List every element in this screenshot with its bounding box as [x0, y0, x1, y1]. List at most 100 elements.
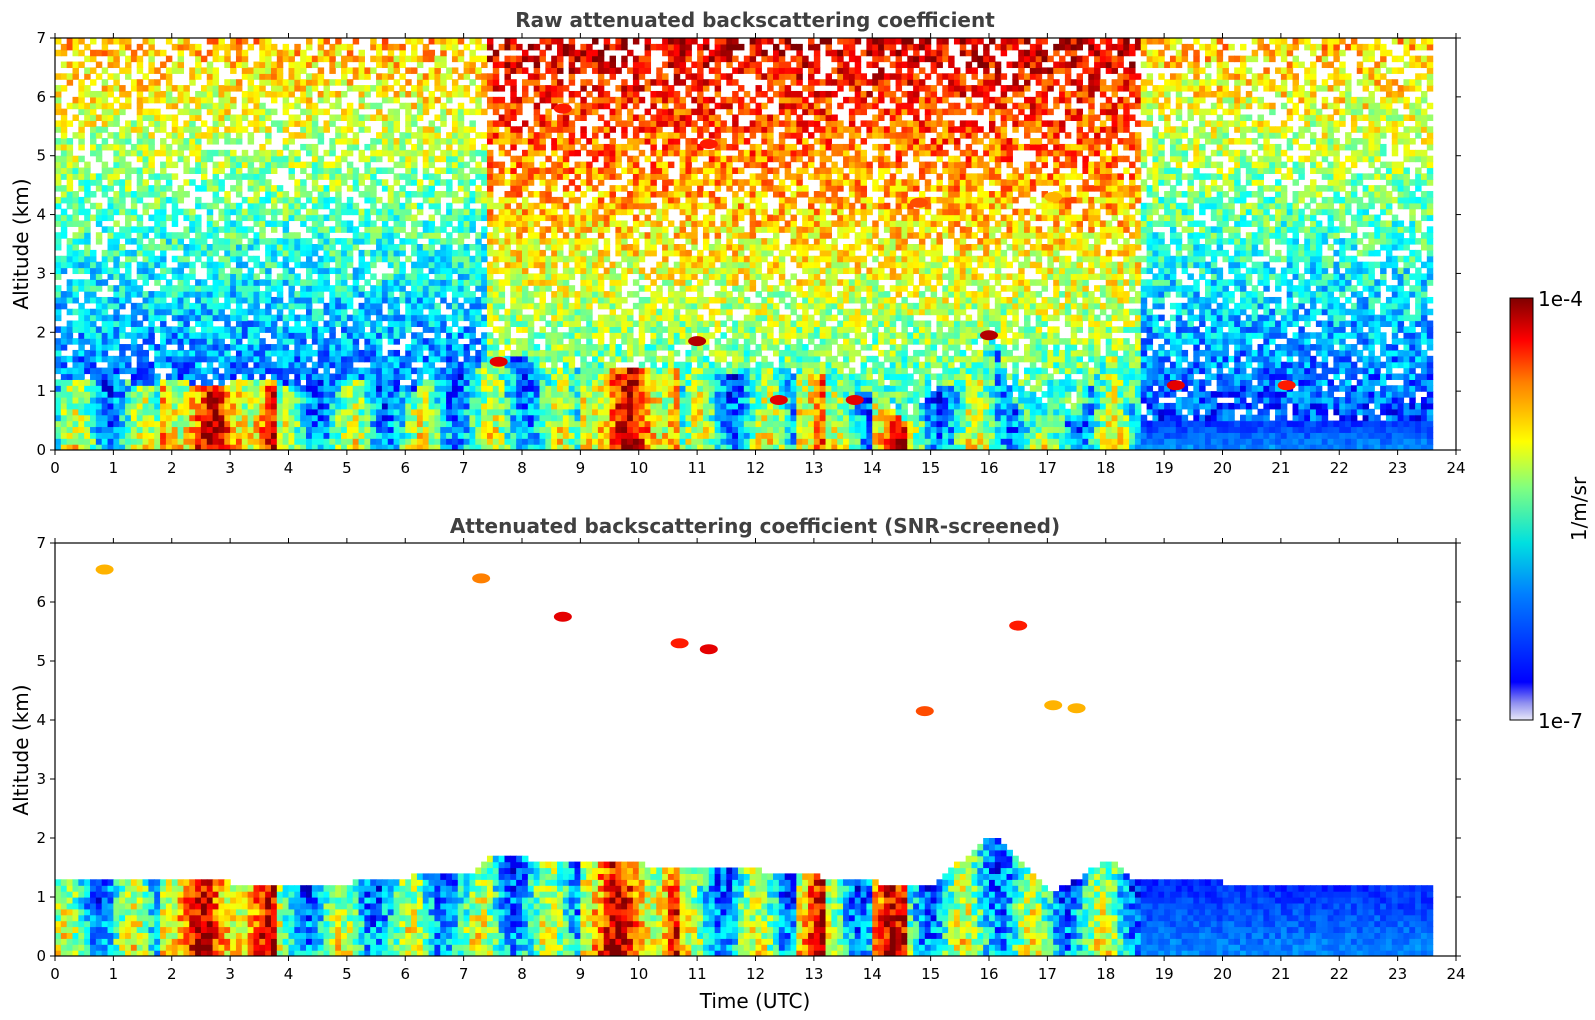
heatmap-feature	[1044, 700, 1063, 711]
x-tick-label: 18	[1096, 459, 1115, 477]
x-tick-label: 19	[1155, 965, 1174, 983]
x-tick-label: 12	[746, 965, 765, 983]
heatmap-feature	[980, 330, 998, 341]
x-tick-label: 20	[1213, 459, 1232, 477]
x-tick-label: 19	[1155, 459, 1174, 477]
x-tick-label: 8	[517, 965, 527, 983]
x-tick-label: 7	[459, 459, 469, 477]
x-tick-label: 12	[746, 459, 765, 477]
colorbar-unit-label: 1/m/sr	[1567, 476, 1591, 541]
x-tick-label: 14	[863, 965, 882, 983]
top-panel-x-ticks: 0 1 2 3 4 5 6 7 8 9 10 11 12 13 14 15 16 17 18 19 20 21 22 23 24	[50, 33, 1466, 477]
heatmap-feature	[1044, 191, 1063, 202]
top-panel-y-axis-label: Altitude (km)	[9, 178, 33, 309]
x-tick-label: 16	[979, 459, 998, 477]
heatmap-feature	[1067, 703, 1086, 714]
heatmap-feature	[553, 611, 572, 622]
x-tick-label: 2	[167, 459, 177, 477]
colorbar-gradient	[1509, 297, 1534, 721]
y-tick-label: 6	[36, 593, 46, 611]
heatmap-feature	[699, 138, 718, 149]
x-tick-label: 23	[1388, 965, 1407, 983]
x-tick-label: 9	[576, 459, 586, 477]
colorbar-max-label: 1e-4	[1538, 287, 1583, 311]
bottom-panel: Attenuated backscattering coefficient (S…	[9, 514, 1466, 1013]
x-tick-label: 24	[1446, 459, 1465, 477]
y-tick-label: 1	[36, 888, 46, 906]
y-tick-label: 5	[36, 652, 46, 670]
x-tick-label: 13	[804, 459, 823, 477]
heatmap-feature	[489, 356, 508, 367]
x-tick-label: 13	[804, 965, 823, 983]
x-tick-label: 16	[979, 965, 998, 983]
x-tick-label: 23	[1388, 459, 1407, 477]
y-tick-label: 0	[36, 441, 46, 459]
y-tick-label: 3	[36, 264, 46, 282]
x-tick-label: 24	[1446, 965, 1465, 983]
heatmap-feature	[688, 336, 707, 347]
bottom-panel-x-ticks: 0 1 2 3 4 5 6 7 8 9 10 11 12 13 14 15 16 17 18 19 20 21 22 23 24	[50, 538, 1466, 983]
y-tick-label: 2	[36, 323, 46, 341]
x-tick-label: 8	[517, 459, 527, 477]
heatmap-feature	[95, 564, 114, 575]
heatmap-feature	[699, 644, 718, 655]
x-tick-label: 17	[1038, 965, 1057, 983]
x-tick-label: 0	[50, 459, 60, 477]
x-tick-label: 21	[1271, 459, 1290, 477]
bottom-panel-y-ticks: 0 1 2 3 4 5 6 7	[36, 534, 1461, 965]
colorbar: 1e-4 1e-7 1/m/sr	[1509, 287, 1591, 733]
heatmap-feature	[1166, 380, 1185, 391]
y-tick-label: 3	[36, 770, 46, 788]
x-tick-label: 7	[459, 965, 469, 983]
x-tick-label: 22	[1330, 965, 1349, 983]
x-tick-label: 15	[921, 459, 940, 477]
y-tick-label: 4	[36, 206, 46, 224]
heatmap-feature	[769, 394, 788, 405]
heatmap-feature	[670, 638, 689, 649]
y-tick-label: 1	[36, 382, 46, 400]
top-panel-title: Raw attenuated backscattering coefficien…	[515, 8, 995, 32]
top-panel-y-ticks: 0 1 2 3 4 5 6 7	[36, 29, 1461, 459]
colorbar-min-label: 1e-7	[1538, 709, 1583, 733]
x-tick-label: 14	[863, 459, 882, 477]
x-tick-label: 6	[400, 965, 410, 983]
y-tick-label: 2	[36, 829, 46, 847]
x-tick-label: 6	[400, 459, 410, 477]
heatmap-feature	[472, 573, 491, 584]
heatmap-feature	[909, 197, 928, 208]
bottom-panel-x-axis-label: Time (UTC)	[699, 989, 811, 1013]
heatmap-feature	[915, 706, 934, 717]
x-tick-label: 3	[225, 459, 235, 477]
x-tick-label: 4	[284, 459, 294, 477]
y-tick-label: 7	[36, 534, 46, 552]
x-tick-label: 5	[342, 965, 352, 983]
x-tick-label: 4	[284, 965, 294, 983]
bottom-panel-y-axis-label: Altitude (km)	[9, 684, 33, 815]
x-tick-label: 20	[1213, 965, 1232, 983]
x-tick-label: 15	[921, 965, 940, 983]
x-tick-label: 1	[109, 459, 119, 477]
heatmap-feature	[845, 394, 864, 405]
y-tick-label: 7	[36, 29, 46, 47]
x-tick-label: 10	[629, 459, 648, 477]
y-tick-label: 6	[36, 88, 46, 106]
x-tick-label: 5	[342, 459, 352, 477]
x-tick-label: 11	[688, 965, 707, 983]
x-tick-label: 9	[576, 965, 586, 983]
bottom-panel-heatmap	[55, 564, 1434, 956]
y-tick-label: 4	[36, 711, 46, 729]
heatmap-feature	[1277, 380, 1296, 391]
x-tick-label: 21	[1271, 965, 1290, 983]
x-tick-label: 0	[50, 965, 60, 983]
x-tick-label: 1	[109, 965, 119, 983]
x-tick-label: 3	[225, 965, 235, 983]
y-tick-label: 0	[36, 947, 46, 965]
x-tick-label: 22	[1330, 459, 1349, 477]
x-tick-label: 10	[629, 965, 648, 983]
x-tick-label: 17	[1038, 459, 1057, 477]
heatmap-feature	[1009, 620, 1028, 631]
x-tick-label: 18	[1096, 965, 1115, 983]
heatmap-feature	[553, 103, 572, 114]
x-tick-label: 11	[688, 459, 707, 477]
